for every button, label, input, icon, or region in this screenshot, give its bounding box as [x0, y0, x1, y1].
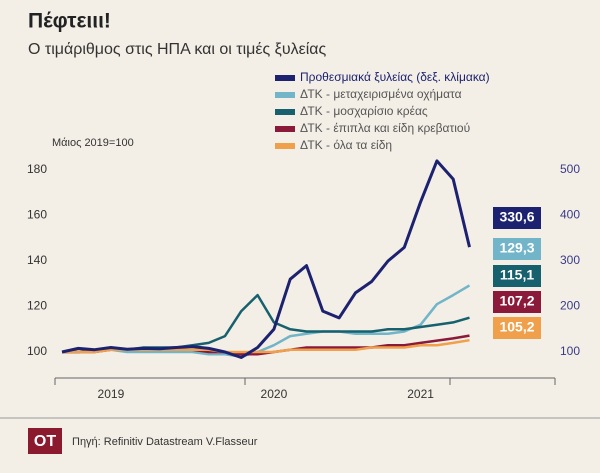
y2-tick-label: 400: [560, 208, 580, 222]
value-label-box: [493, 291, 541, 313]
value-label-box: [493, 207, 541, 229]
value-label-box: [493, 317, 541, 339]
value-label-box: [493, 238, 541, 260]
legend-label: Προθεσμιακά ξυλείας (δεξ. κλίμακα): [300, 70, 490, 84]
legend-label: ΔΤΚ - όλα τα είδη: [300, 138, 392, 152]
y2-tick-label: 500: [560, 162, 580, 176]
logo-box: [28, 428, 62, 454]
x-tick-label: 2021: [407, 387, 434, 401]
y-tick-label: 100: [27, 344, 47, 358]
chart-title: Πέφτειιι!: [28, 10, 111, 33]
y-tick-label: 180: [27, 162, 47, 176]
line-series: [61, 159, 471, 359]
y-tick-label: 160: [27, 208, 47, 222]
line-series: [62, 284, 471, 358]
value-label: 105,2: [499, 319, 534, 335]
source: Πηγή: Refinitiv Datastream V.Flasseur: [72, 436, 258, 448]
x-tick-label: 2020: [261, 387, 288, 401]
legend-label: ΔΤΚ - έπιπλα και είδη κρεβατιού: [300, 121, 470, 135]
y2-tick-label: 300: [560, 253, 580, 267]
value-label: 330,6: [499, 209, 534, 225]
y-tick-label: 120: [27, 299, 47, 313]
y2-tick-label: 100: [560, 344, 580, 358]
y2-tick-label: 200: [560, 299, 580, 313]
value-label: 115,1: [500, 267, 534, 283]
value-label: 107,2: [499, 293, 534, 309]
y-note: Μάιος 2019=100: [52, 137, 134, 149]
y-tick-label: 140: [27, 253, 47, 267]
value-label: 129,3: [499, 240, 534, 256]
value-label-box: [493, 265, 541, 287]
x-tick-label: 2019: [98, 387, 125, 401]
legend-label: ΔΤΚ - μοσχαρίσιο κρέας: [300, 104, 428, 118]
logo: OT: [34, 433, 56, 450]
chart-subtitle: Ο τιμάριθμος στις ΗΠΑ και οι τιμές ξυλεί…: [28, 41, 327, 58]
legend-label: ΔΤΚ - μεταχειρισμένα οχήματα: [300, 87, 462, 101]
